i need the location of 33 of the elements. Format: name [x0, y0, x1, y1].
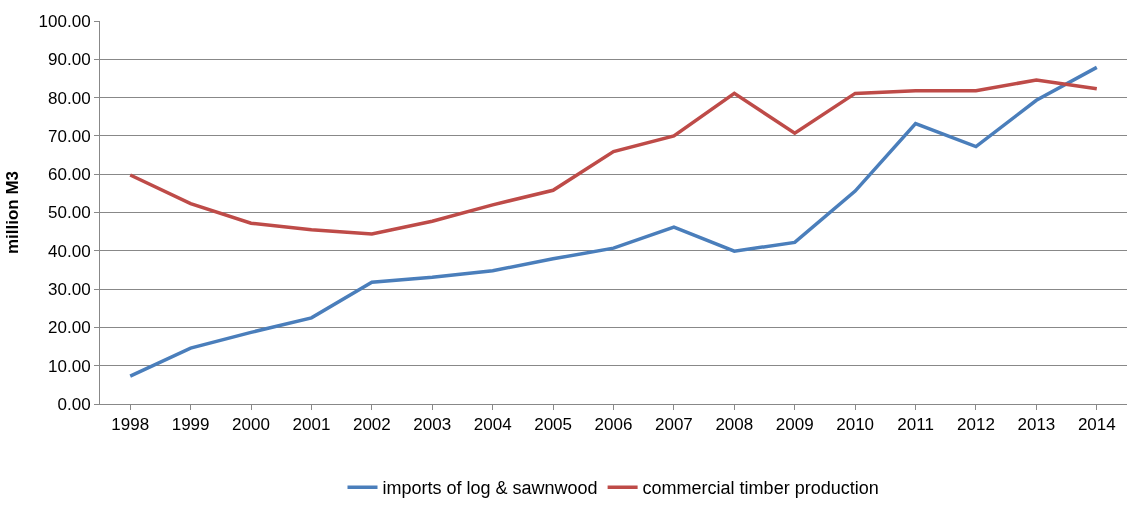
- x-tick-label: 1999: [171, 415, 210, 435]
- y-tick-label: 40.00: [48, 241, 91, 261]
- legend-label: commercial timber production: [642, 478, 879, 499]
- x-tick-label: 2008: [715, 415, 754, 435]
- x-tick-label: 2011: [897, 415, 934, 435]
- x-tick-label: 2004: [473, 415, 512, 435]
- x-tick-label: 2012: [957, 415, 995, 435]
- y-tick-label: 90.00: [48, 50, 91, 70]
- y-tick-label: 70.00: [48, 126, 91, 146]
- x-tick-label: 2005: [534, 415, 572, 435]
- y-tick-label: 80.00: [48, 88, 91, 108]
- x-tick-label: 2013: [1017, 415, 1056, 435]
- y-tick-label: 0.00: [57, 394, 91, 414]
- y-tick-label: 60.00: [48, 165, 91, 185]
- x-tick-label: 2009: [775, 415, 814, 435]
- y-tick-label: 50.00: [48, 203, 91, 223]
- y-tick-label: 100.00: [38, 11, 91, 31]
- line-series: [128, 65, 1099, 378]
- y-axis-title: million M3: [3, 170, 23, 255]
- x-tick-label: 2014: [1077, 415, 1116, 435]
- x-tick-label: 2006: [594, 415, 633, 435]
- x-tick-label: 2000: [232, 415, 270, 435]
- y-tick-label: 30.00: [48, 280, 91, 300]
- y-tick-label: 10.00: [48, 356, 91, 376]
- x-tick-label: 2001: [292, 415, 331, 435]
- line-series: [128, 78, 1099, 236]
- x-tick-label: 2010: [836, 415, 875, 435]
- x-tick-label: 1998: [111, 415, 150, 435]
- x-tick-label: 2002: [352, 415, 391, 435]
- x-tick-label: 2007: [655, 415, 693, 435]
- y-tick-label: 20.00: [48, 318, 91, 338]
- x-tick-label: 2003: [413, 415, 452, 435]
- legend-label: imports of log & sawnwood: [382, 478, 598, 499]
